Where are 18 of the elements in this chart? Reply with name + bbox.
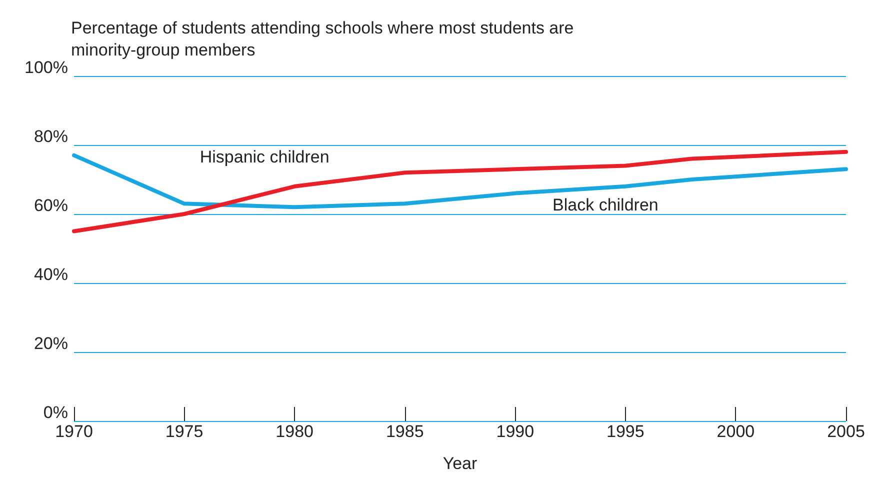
y-tick-label: 40% [34, 265, 68, 284]
chart-title: Percentage of students attending schools where most students are minority-group members [71, 18, 578, 60]
y-tick-label: 20% [34, 334, 68, 353]
x-tick-label: 1995 [606, 422, 644, 441]
series-label: Hispanic children [200, 147, 330, 166]
y-tick-label: 100% [24, 58, 68, 77]
x-tick-label: 1980 [276, 422, 314, 441]
y-tick-label: 60% [34, 196, 68, 215]
series-label: Black children [552, 195, 658, 214]
x-tick-label: 1975 [165, 422, 204, 441]
x-tick-label: 1985 [386, 422, 424, 441]
x-tick-label: 2000 [716, 422, 755, 441]
y-tick-label: 80% [34, 127, 68, 146]
y-tick-label: 0% [43, 403, 68, 422]
x-tick-label: 1970 [55, 422, 93, 441]
x-axis-title: Year [442, 454, 478, 473]
x-tick-label: 1990 [496, 422, 534, 441]
x-tick-label: 2005 [827, 422, 865, 441]
